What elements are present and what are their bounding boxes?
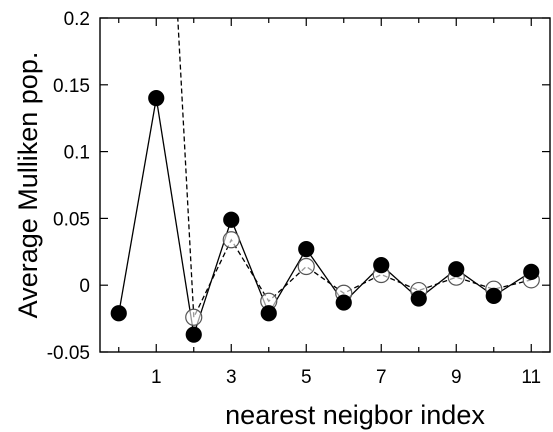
series-1-point bbox=[260, 305, 277, 322]
series-1-point bbox=[410, 290, 427, 307]
plot-lines bbox=[118, 18, 532, 335]
series-1-point bbox=[148, 90, 165, 107]
series-1-point bbox=[485, 287, 502, 304]
y-tick-label: 0.1 bbox=[64, 143, 90, 164]
y-tick-label: 0 bbox=[79, 276, 90, 297]
y-tick-label: 0.05 bbox=[53, 209, 90, 230]
x-axis-title: nearest neigbor index bbox=[225, 400, 485, 430]
series-1-point bbox=[298, 241, 315, 258]
y-tick-label: 0.2 bbox=[64, 9, 90, 30]
x-tick-label: 7 bbox=[376, 367, 387, 388]
plot-frame bbox=[99, 17, 551, 353]
series-2-point bbox=[297, 257, 315, 276]
plot-markers bbox=[110, 90, 540, 343]
x-tick-label: 11 bbox=[521, 367, 541, 388]
y-tick-label: 0.15 bbox=[53, 76, 90, 97]
series-1-point bbox=[223, 211, 240, 228]
series-2-line bbox=[177, 18, 532, 318]
series-1-point bbox=[335, 294, 352, 311]
series-1-line bbox=[118, 98, 532, 335]
axis-ticks bbox=[100, 17, 550, 353]
x-tick-label: 5 bbox=[301, 367, 312, 388]
series-1-point bbox=[373, 257, 390, 274]
series-2-point bbox=[222, 231, 240, 249]
x-tick-label: 9 bbox=[451, 367, 462, 388]
y-tick-label: -0.05 bbox=[47, 343, 90, 364]
series-1-point bbox=[185, 326, 202, 343]
x-tick-label: 1 bbox=[151, 367, 162, 388]
x-tick-label: 3 bbox=[226, 367, 237, 388]
y-axis-title: Average Mulliken pop. bbox=[13, 52, 43, 319]
series-1-point bbox=[110, 305, 127, 322]
series-1-point bbox=[448, 261, 465, 278]
series-1-point bbox=[523, 263, 540, 280]
series-2-point bbox=[185, 308, 203, 326]
axis-tick-labels: -0.05 0 0.05 0.1 0.15 0.2 1 3 5 7 9 11 bbox=[47, 9, 541, 388]
